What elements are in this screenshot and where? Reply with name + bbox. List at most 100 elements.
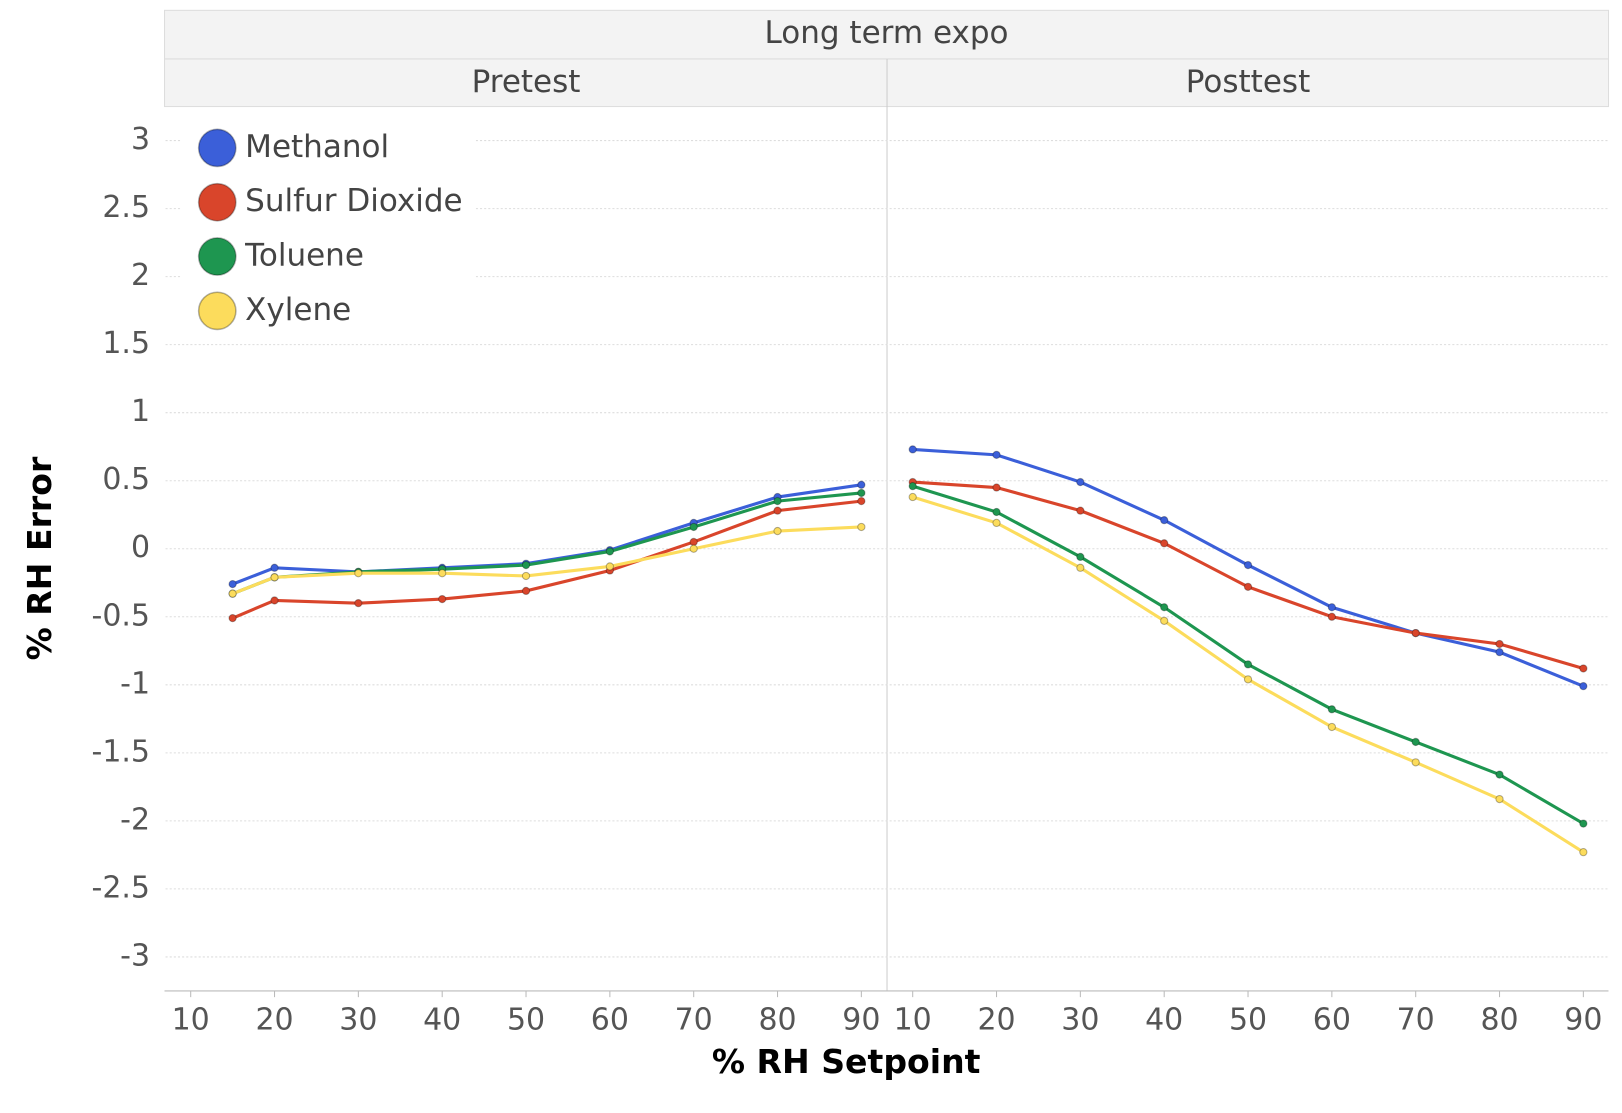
chart-title: Long term expo xyxy=(765,15,1009,51)
point xyxy=(1160,616,1169,625)
point xyxy=(992,450,1001,459)
point xyxy=(1579,682,1588,691)
point xyxy=(1327,612,1336,621)
legend-swatch xyxy=(197,128,237,168)
point xyxy=(992,507,1001,517)
point xyxy=(605,547,614,556)
point xyxy=(1495,639,1504,649)
point xyxy=(992,483,1001,492)
point xyxy=(908,492,917,502)
y-tick-label: -2.5 xyxy=(92,870,151,905)
point xyxy=(1076,563,1085,572)
point xyxy=(521,571,531,581)
point xyxy=(857,522,866,532)
point xyxy=(438,594,447,604)
point xyxy=(1160,516,1169,525)
header-band xyxy=(163,9,1610,60)
y-axis-label: % RH Error xyxy=(20,456,59,660)
x-tick-label: 70 xyxy=(675,1002,713,1037)
y-tick-label: -3 xyxy=(120,938,150,973)
y-tick-label: -0.5 xyxy=(92,598,151,633)
series-line xyxy=(912,495,1585,854)
point xyxy=(1579,664,1588,673)
y-tick-label: 2.5 xyxy=(102,190,150,225)
point xyxy=(1160,603,1169,612)
panel-title: Posttest xyxy=(1186,64,1310,100)
point xyxy=(228,589,237,598)
point xyxy=(270,563,279,572)
x-tick-label: 40 xyxy=(1145,1002,1183,1037)
y-tick-label: 0.5 xyxy=(102,462,150,497)
point xyxy=(992,518,1001,528)
point xyxy=(1160,539,1169,548)
point xyxy=(857,488,866,498)
legend-swatch xyxy=(197,237,237,276)
point xyxy=(1076,506,1085,515)
point xyxy=(773,526,782,536)
point xyxy=(1411,758,1420,767)
x-tick-label: 10 xyxy=(894,1002,932,1037)
x-tick-label: 60 xyxy=(591,1002,629,1037)
point xyxy=(773,506,782,515)
point xyxy=(773,496,782,506)
x-tick-label: 10 xyxy=(172,1002,210,1037)
point xyxy=(689,522,698,532)
point xyxy=(1243,582,1253,591)
x-tick-label: 60 xyxy=(1313,1002,1351,1037)
point xyxy=(521,560,531,570)
y-tick-label: 1 xyxy=(131,394,150,429)
point xyxy=(1327,603,1336,612)
point xyxy=(908,482,917,491)
x-tick-label: 80 xyxy=(1480,1002,1518,1037)
point xyxy=(689,537,698,547)
point xyxy=(857,496,866,506)
series-line xyxy=(912,480,1584,670)
x-tick-label: 20 xyxy=(977,1002,1015,1037)
x-tick-label: 90 xyxy=(842,1002,880,1037)
x-tick-label: 90 xyxy=(1564,1002,1602,1037)
y-tick-label: -1 xyxy=(120,666,150,701)
y-tick-label: -1.5 xyxy=(92,734,151,769)
legend-swatch xyxy=(197,182,237,222)
panel-title: Pretest xyxy=(472,64,581,100)
point xyxy=(1327,722,1336,732)
point xyxy=(1076,477,1085,487)
point xyxy=(354,599,363,608)
x-tick-label: 30 xyxy=(339,1002,377,1037)
point xyxy=(605,562,614,571)
x-tick-label: 20 xyxy=(255,1002,293,1037)
x-tick-label: 80 xyxy=(758,1002,796,1037)
point xyxy=(689,544,698,553)
series-line xyxy=(912,484,1585,825)
x-tick-label: 50 xyxy=(1229,1002,1267,1037)
legend-label: Methanol xyxy=(245,129,389,165)
legend-label: Toluene xyxy=(244,238,364,274)
y-tick-label: 1.5 xyxy=(102,326,150,361)
point xyxy=(908,445,917,454)
x-axis-label: % RH Setpoint xyxy=(712,1042,981,1081)
x-tick-label: 30 xyxy=(1061,1002,1099,1037)
point xyxy=(270,596,279,605)
point xyxy=(354,569,363,578)
point xyxy=(270,573,279,582)
legend-swatch xyxy=(197,291,237,331)
x-tick-label: 70 xyxy=(1397,1002,1435,1037)
point xyxy=(1076,552,1085,562)
point xyxy=(1243,560,1253,570)
point xyxy=(1243,660,1253,669)
point xyxy=(521,586,531,596)
point xyxy=(1411,628,1420,638)
series-line xyxy=(232,491,862,596)
point xyxy=(1411,737,1420,747)
point xyxy=(228,579,237,589)
y-tick-label: -2 xyxy=(120,802,150,837)
x-tick-label: 40 xyxy=(423,1002,461,1037)
point xyxy=(1495,770,1504,779)
point xyxy=(857,480,866,489)
point xyxy=(1579,819,1588,828)
y-tick-label: 2 xyxy=(131,258,150,293)
point xyxy=(1579,848,1588,857)
point xyxy=(1495,794,1504,804)
